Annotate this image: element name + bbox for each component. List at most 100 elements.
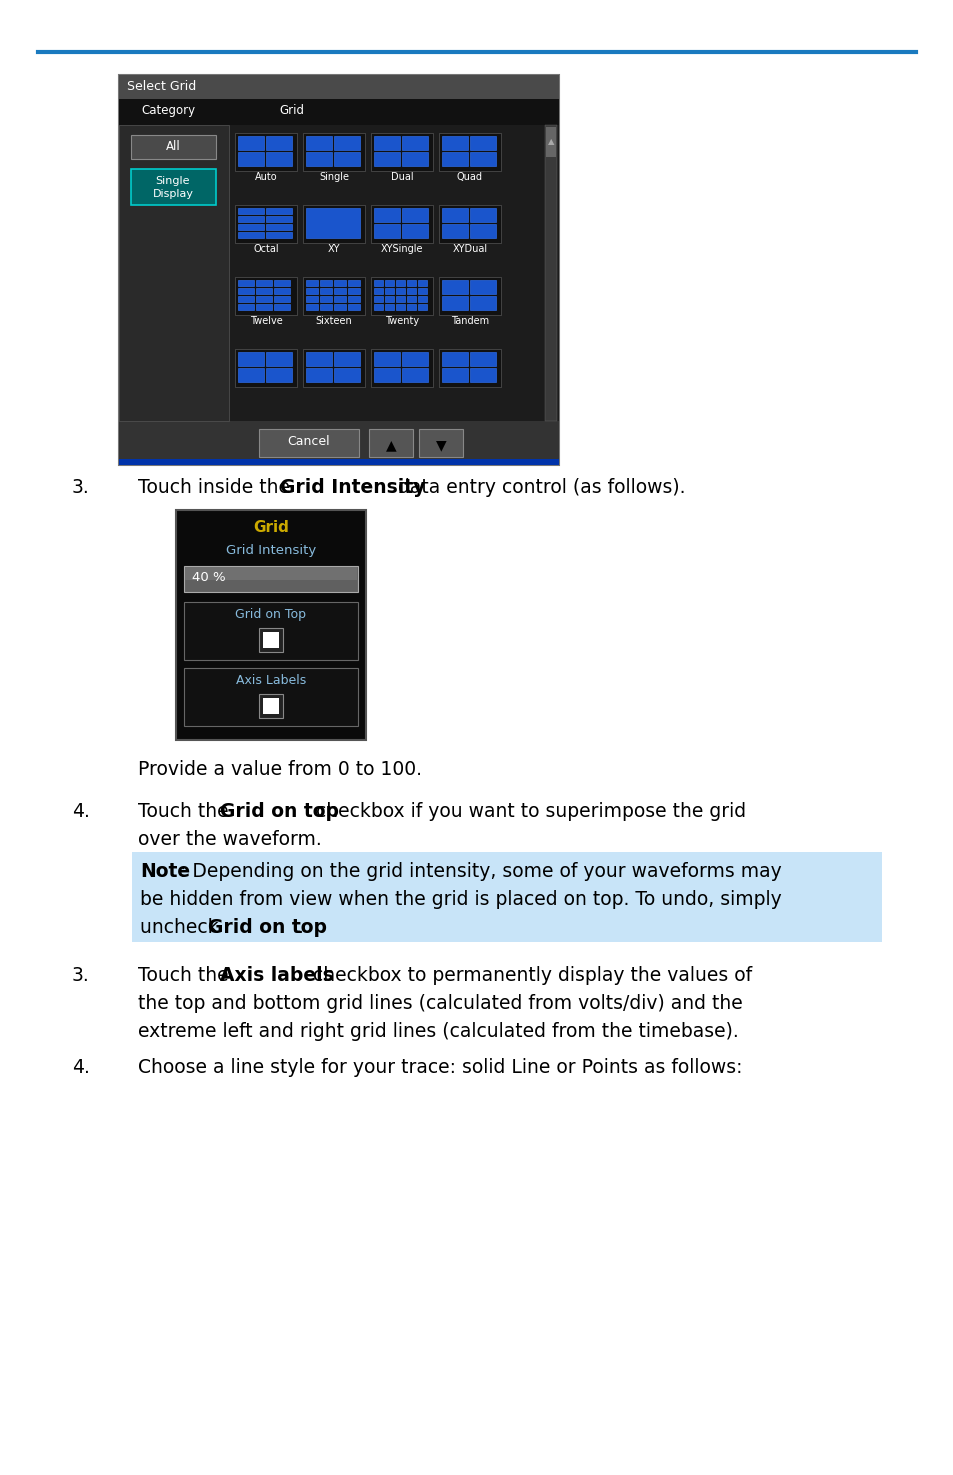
- Text: over the waveform.: over the waveform.: [138, 830, 321, 850]
- Text: Display: Display: [152, 189, 193, 199]
- Bar: [334, 304, 346, 310]
- Bar: [395, 304, 405, 310]
- Bar: [274, 288, 290, 294]
- Bar: [348, 280, 359, 286]
- Bar: [371, 350, 433, 386]
- Bar: [374, 208, 399, 223]
- Bar: [374, 296, 382, 302]
- Bar: [237, 288, 253, 294]
- Bar: [395, 296, 405, 302]
- Bar: [417, 288, 427, 294]
- Bar: [545, 127, 556, 156]
- Bar: [401, 136, 428, 150]
- Bar: [441, 208, 468, 223]
- Bar: [369, 429, 413, 457]
- Bar: [334, 367, 359, 382]
- Bar: [266, 353, 292, 366]
- Text: .: .: [297, 917, 304, 937]
- Bar: [319, 304, 332, 310]
- Text: XY: XY: [328, 243, 340, 254]
- Bar: [470, 296, 496, 310]
- Text: : Depending on the grid intensity, some of your waveforms may: : Depending on the grid intensity, some …: [180, 861, 781, 881]
- Bar: [418, 429, 462, 457]
- Bar: [255, 280, 272, 286]
- Bar: [237, 367, 264, 382]
- Bar: [348, 296, 359, 302]
- Text: Grid Intensity: Grid Intensity: [280, 478, 425, 497]
- Bar: [266, 208, 292, 214]
- Bar: [441, 224, 468, 237]
- Text: Select Grid: Select Grid: [127, 80, 196, 93]
- Bar: [263, 631, 278, 648]
- Text: be hidden from view when the grid is placed on top. To undo, simply: be hidden from view when the grid is pla…: [140, 889, 781, 909]
- Text: Grid on top: Grid on top: [208, 917, 327, 937]
- Text: uncheck: uncheck: [140, 917, 224, 937]
- Bar: [441, 367, 468, 382]
- Bar: [132, 853, 882, 943]
- Bar: [237, 304, 253, 310]
- Bar: [258, 628, 283, 652]
- Bar: [234, 133, 296, 171]
- Text: Axis labels: Axis labels: [220, 966, 334, 985]
- Text: Choose a line style for your trace: solid Line or Points as follows:: Choose a line style for your trace: soli…: [138, 1058, 741, 1077]
- Bar: [303, 205, 365, 243]
- Bar: [401, 208, 428, 223]
- Text: ▼: ▼: [436, 438, 446, 451]
- Text: Quad: Quad: [456, 173, 482, 181]
- Bar: [306, 152, 332, 167]
- Text: Single: Single: [318, 173, 349, 181]
- Bar: [237, 136, 264, 150]
- Bar: [184, 668, 357, 726]
- Bar: [319, 296, 332, 302]
- Text: Auto: Auto: [254, 173, 277, 181]
- Bar: [303, 277, 365, 316]
- Bar: [334, 288, 346, 294]
- Bar: [385, 304, 394, 310]
- Text: Axis Labels: Axis Labels: [235, 674, 306, 687]
- Bar: [237, 280, 253, 286]
- Bar: [319, 280, 332, 286]
- Bar: [441, 280, 468, 294]
- Bar: [234, 277, 296, 316]
- Text: Cancel: Cancel: [288, 435, 330, 448]
- Text: Dual: Dual: [391, 173, 413, 181]
- Bar: [417, 296, 427, 302]
- Bar: [371, 133, 433, 171]
- Text: Grid on Top: Grid on Top: [235, 608, 306, 621]
- Bar: [266, 136, 292, 150]
- Bar: [119, 125, 229, 420]
- Bar: [374, 304, 382, 310]
- Bar: [417, 280, 427, 286]
- Bar: [119, 99, 558, 125]
- Bar: [175, 510, 366, 740]
- Bar: [185, 566, 356, 580]
- Bar: [258, 429, 358, 457]
- Bar: [237, 152, 264, 167]
- Bar: [306, 288, 317, 294]
- Bar: [417, 304, 427, 310]
- Bar: [258, 695, 283, 718]
- Bar: [237, 232, 264, 237]
- Bar: [303, 350, 365, 386]
- Text: Grid Intensity: Grid Intensity: [226, 544, 315, 558]
- Text: 3.: 3.: [71, 966, 90, 985]
- Text: Category: Category: [141, 105, 195, 117]
- Bar: [303, 133, 365, 171]
- Text: 40 %: 40 %: [192, 571, 226, 584]
- Text: Single: Single: [155, 176, 190, 186]
- Bar: [334, 152, 359, 167]
- Bar: [371, 205, 433, 243]
- Bar: [441, 152, 468, 167]
- Bar: [184, 566, 357, 591]
- Bar: [306, 280, 317, 286]
- Bar: [401, 367, 428, 382]
- Bar: [544, 125, 557, 420]
- Text: Touch the: Touch the: [138, 966, 234, 985]
- Text: Touch the: Touch the: [138, 802, 234, 822]
- Text: the top and bottom grid lines (calculated from volts/div) and the: the top and bottom grid lines (calculate…: [138, 994, 742, 1013]
- Bar: [274, 296, 290, 302]
- Text: data entry control (as follows).: data entry control (as follows).: [392, 478, 685, 497]
- Text: All: All: [166, 140, 180, 153]
- Bar: [441, 353, 468, 366]
- Text: Note: Note: [140, 861, 190, 881]
